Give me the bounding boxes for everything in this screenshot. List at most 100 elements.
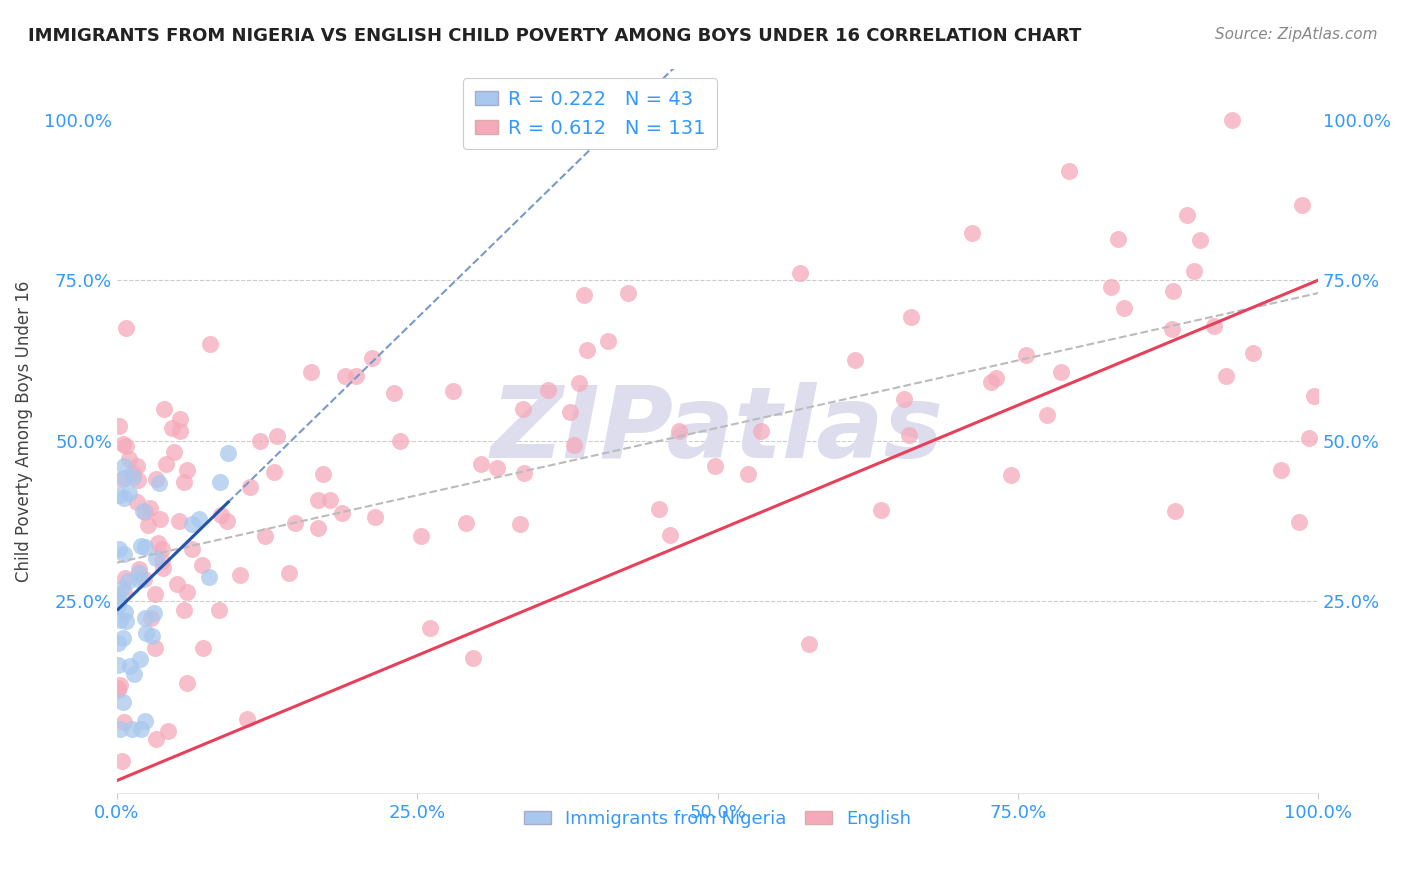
Point [143, 640, 166, 655]
Point [107, 658, 129, 673]
Point [897, 428, 920, 442]
Point [1189, 233, 1212, 247]
Point [143, 587, 166, 601]
Point [136, 517, 159, 532]
Point [980, 375, 1002, 389]
Point [1099, 279, 1122, 293]
Point [108, 487, 131, 501]
Point [512, 466, 534, 480]
Point [360, 351, 382, 365]
Point [209, 508, 232, 522]
Point [1114, 301, 1136, 316]
Point [145, 551, 167, 566]
Legend: Immigrants from Nigeria, English: Immigrants from Nigeria, English [516, 803, 918, 835]
Point [112, 584, 135, 599]
Point [299, 365, 322, 379]
Point [112, 547, 135, 561]
Point [1303, 389, 1326, 403]
Point [134, 714, 156, 729]
Point [1215, 369, 1237, 384]
Point [536, 384, 558, 398]
Point [134, 540, 156, 554]
Point [125, 495, 148, 509]
Point [122, 467, 145, 481]
Point [1288, 515, 1310, 529]
Point [617, 286, 640, 301]
Point [127, 473, 149, 487]
Point [107, 683, 129, 698]
Point [239, 480, 262, 494]
Point [111, 695, 134, 709]
Point [333, 368, 356, 383]
Point [1161, 284, 1184, 298]
Point [180, 517, 202, 532]
Point [129, 652, 152, 666]
Y-axis label: Child Poverty Among Boys Under 16: Child Poverty Among Boys Under 16 [15, 280, 32, 582]
Point [229, 568, 252, 582]
Point [197, 570, 219, 584]
Point [107, 599, 129, 613]
Point [114, 571, 136, 585]
Point [111, 437, 134, 451]
Point [441, 384, 464, 398]
Point [117, 451, 139, 466]
Point [598, 334, 620, 348]
Point [900, 310, 922, 324]
Point [1241, 346, 1264, 360]
Point [668, 424, 690, 438]
Point [163, 444, 186, 458]
Point [115, 439, 138, 453]
Point [187, 512, 209, 526]
Point [176, 463, 198, 477]
Point [319, 492, 342, 507]
Point [659, 528, 682, 542]
Point [1057, 163, 1080, 178]
Point [134, 611, 156, 625]
Text: IMMIGRANTS FROM NIGERIA VS ENGLISH CHILD POVERTY AMONG BOYS UNDER 16 CORRELATION: IMMIGRANTS FROM NIGERIA VS ENGLISH CHILD… [28, 27, 1081, 45]
Point [209, 475, 232, 490]
Point [181, 541, 204, 556]
Point [512, 401, 534, 416]
Point [129, 573, 152, 587]
Point [111, 631, 134, 645]
Point [111, 754, 134, 768]
Point [120, 658, 142, 673]
Point [364, 509, 387, 524]
Point [737, 467, 759, 482]
Point [108, 678, 131, 692]
Point [208, 603, 231, 617]
Point [509, 516, 531, 531]
Point [108, 541, 131, 556]
Point [139, 611, 162, 625]
Point [110, 613, 132, 627]
Point [173, 475, 195, 490]
Point [1014, 348, 1036, 362]
Point [131, 503, 153, 517]
Point [193, 640, 215, 655]
Point [160, 421, 183, 435]
Point [135, 626, 157, 640]
Point [169, 424, 191, 438]
Point [1270, 463, 1292, 477]
Point [470, 457, 492, 471]
Point [485, 461, 508, 475]
Point [789, 266, 811, 280]
Point [128, 562, 150, 576]
Point [108, 419, 131, 434]
Point [1175, 208, 1198, 222]
Text: ZIPatlas: ZIPatlas [491, 383, 943, 479]
Point [562, 437, 585, 451]
Point [141, 629, 163, 643]
Point [121, 722, 143, 736]
Point [1164, 504, 1187, 518]
Point [107, 595, 129, 609]
Point [1160, 322, 1182, 336]
Point [118, 486, 141, 500]
Point [124, 667, 146, 681]
Point [1035, 408, 1057, 422]
Point [114, 606, 136, 620]
Point [129, 722, 152, 736]
Point [893, 392, 915, 407]
Point [149, 512, 172, 526]
Point [1000, 468, 1022, 483]
